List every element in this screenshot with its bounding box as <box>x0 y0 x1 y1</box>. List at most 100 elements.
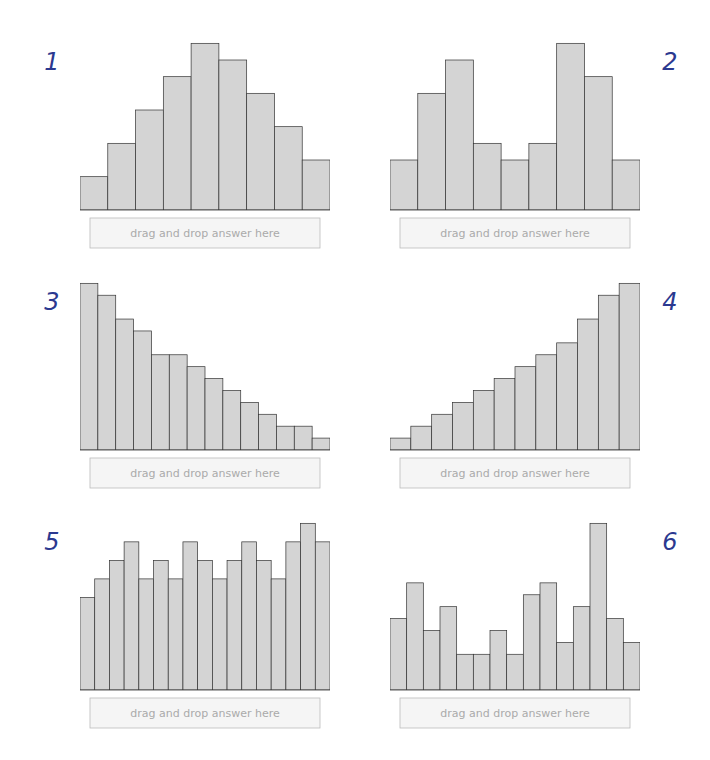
panel-label: 5 <box>44 528 59 556</box>
bar <box>271 579 286 690</box>
bar <box>515 367 536 450</box>
box-text: drag and drop answer here <box>130 707 280 720</box>
bar <box>242 542 257 690</box>
baseline <box>80 690 330 691</box>
bars <box>390 283 640 450</box>
panel: drag and drop answer here 5 <box>44 523 330 728</box>
answer-box <box>90 458 320 488</box>
baseline <box>390 690 640 691</box>
bar <box>557 343 578 450</box>
answer-box <box>90 698 320 728</box>
bar <box>212 579 227 690</box>
bar <box>80 597 95 690</box>
bar <box>557 43 585 210</box>
bar <box>168 579 183 690</box>
bar <box>241 402 259 450</box>
bar <box>227 560 242 690</box>
bar <box>294 426 312 450</box>
panel: drag and drop answer here3 <box>44 283 330 488</box>
answer-box <box>400 218 630 248</box>
bar <box>501 160 529 210</box>
box-text: drag and drop answer here <box>130 467 280 480</box>
bar <box>274 127 302 210</box>
bar <box>473 143 501 210</box>
box-text: drag and drop answer here <box>440 227 590 240</box>
panel: drag and drop answer here 1 <box>44 43 330 248</box>
bar <box>590 523 607 690</box>
bar <box>183 542 198 690</box>
answer-box <box>90 218 320 248</box>
bar <box>494 379 515 450</box>
bar <box>136 110 164 210</box>
bar <box>390 160 418 210</box>
bar <box>619 283 640 450</box>
bar <box>223 390 241 450</box>
bar <box>187 367 205 450</box>
figure: drag and drop answer here1drag and drop … <box>0 0 710 760</box>
bar <box>116 319 134 450</box>
bar <box>607 619 624 690</box>
panel-label: 1 <box>44 48 59 76</box>
bar <box>301 523 316 690</box>
bar <box>109 560 124 690</box>
bar <box>302 160 330 210</box>
bar <box>124 542 139 690</box>
bar <box>134 331 152 450</box>
bar <box>276 426 294 450</box>
bars <box>80 523 330 690</box>
bar <box>432 414 453 450</box>
panel: drag and drop answer here6 <box>390 523 678 728</box>
baseline <box>390 450 640 451</box>
bar <box>411 426 432 450</box>
bar <box>390 438 411 450</box>
bars <box>80 283 330 450</box>
bar <box>98 295 116 450</box>
bar <box>490 630 507 690</box>
bar <box>80 283 98 450</box>
bar <box>423 630 440 690</box>
bar <box>163 77 191 210</box>
bar <box>473 654 490 690</box>
panel-label: 2 <box>662 48 677 76</box>
answer-box <box>400 698 630 728</box>
bar <box>623 642 640 690</box>
bar <box>151 355 169 450</box>
bars <box>390 43 640 210</box>
panel: drag and drop answer here 2 <box>390 43 678 248</box>
bar <box>507 654 524 690</box>
bar <box>573 607 590 690</box>
bar <box>453 402 474 450</box>
bar <box>612 160 640 210</box>
bar <box>390 619 407 690</box>
bar <box>446 60 474 210</box>
panel-label: 4 <box>662 288 677 316</box>
bar <box>584 77 612 210</box>
panel: drag and drop answer here4 <box>390 283 678 488</box>
bar <box>578 319 599 450</box>
bar <box>95 579 110 690</box>
bar <box>286 542 301 690</box>
bar <box>523 595 540 690</box>
bar <box>536 355 557 450</box>
bar <box>312 438 330 450</box>
bar <box>198 560 213 690</box>
bar <box>457 654 474 690</box>
bar <box>259 414 277 450</box>
bar <box>205 379 223 450</box>
bar <box>418 93 446 210</box>
baseline <box>390 210 640 211</box>
box-text: drag and drop answer here <box>130 227 280 240</box>
baseline <box>80 210 330 211</box>
bar <box>247 93 275 210</box>
bars <box>80 43 330 210</box>
bar <box>540 583 557 690</box>
bar <box>219 60 247 210</box>
bar <box>315 542 330 690</box>
bar <box>169 355 187 450</box>
bar <box>557 642 574 690</box>
bar <box>407 583 424 690</box>
bars <box>390 523 640 690</box>
bar <box>108 143 136 210</box>
panel-label: 6 <box>662 528 677 556</box>
bar <box>139 579 154 690</box>
